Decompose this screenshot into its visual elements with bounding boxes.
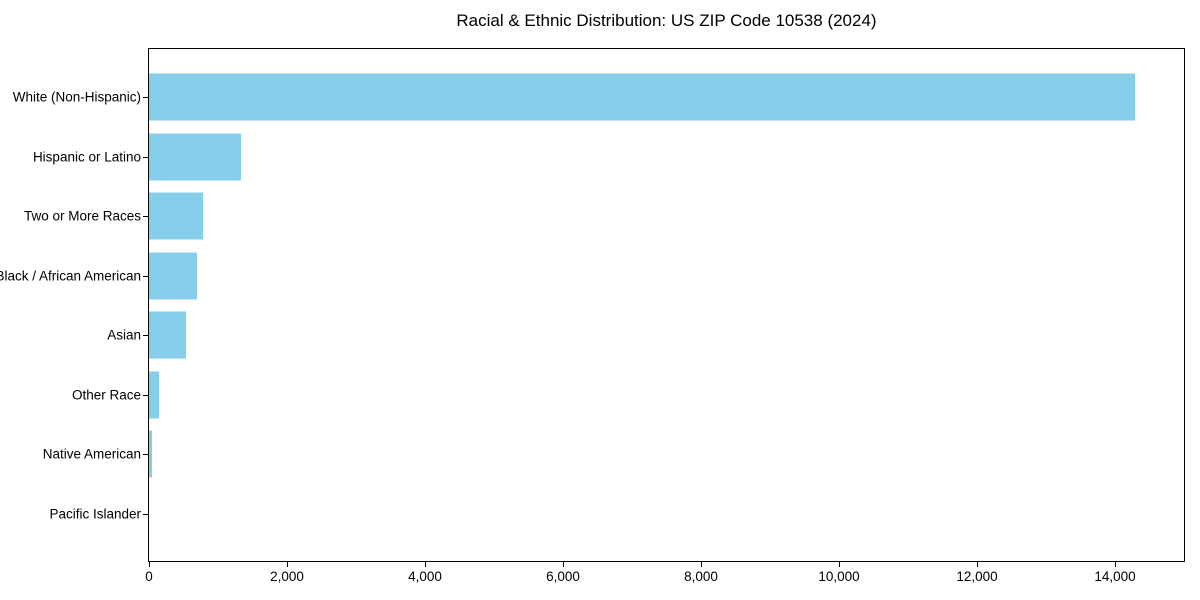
y-axis-label: Hispanic or Latino [32,149,141,165]
x-tick-mark [977,562,979,567]
x-tick-label: 2,000 [270,569,304,584]
y-tick-mark [143,275,148,277]
y-axis-label: Two or More Races [23,208,141,224]
x-tick-mark [425,562,427,567]
y-axis-label: Black / African American [0,268,141,284]
bar-row: White (Non-Hispanic) [13,68,1184,128]
x-tick-mark [287,562,289,567]
bar-rows: White (Non-Hispanic) Hispanic or Latino Tw… [0,49,1184,561]
x-tick-label: 8,000 [684,569,718,584]
x-tick-mark [1115,562,1117,567]
bar [149,252,197,300]
x-tick-label: 6,000 [546,569,580,584]
y-axis-label: Asian [107,327,141,343]
bar [149,371,160,419]
y-tick-mark [143,513,148,515]
y-tick-mark [143,335,148,337]
y-tick-mark [143,97,148,99]
bar-row: Other Race [72,365,1184,425]
y-tick-mark [143,216,148,218]
bar-row: Native American [43,425,1184,485]
bar-row: Pacific Islander [49,484,1184,544]
chart-title: Racial & Ethnic Distribution: US ZIP Cod… [456,11,877,30]
x-tick-mark [149,562,151,567]
plot-area: White (Non-Hispanic) Hispanic or Latino Tw… [0,48,1185,584]
y-axis-label: White (Non-Hispanic) [12,89,141,105]
x-tick-label: 12,000 [956,569,998,584]
x-tick-label: 4,000 [408,569,442,584]
bar [149,133,242,181]
x-tick-label: 14,000 [1094,569,1136,584]
x-tick-mark [839,562,841,567]
bar [149,192,203,240]
bar-row: Asian [107,306,1184,366]
bar [149,430,152,478]
x-tick-label: 10,000 [818,569,860,584]
y-tick-mark [143,454,148,456]
y-axis-label: Pacific Islander [49,506,141,522]
x-tick-label: 0 [145,569,153,584]
x-tick-mark [563,562,565,567]
bar-row: Two or More Races [24,187,1184,247]
bar [149,73,1135,121]
y-tick-mark [143,156,148,158]
bar-row: Hispanic or Latino [33,127,1184,187]
bar-row: Black / African American [0,246,1184,306]
y-axis-label: Native American [42,446,141,462]
bar [149,311,186,359]
y-axis-label: Other Race [71,387,141,403]
y-tick-mark [143,394,148,396]
x-tick-mark [701,562,703,567]
